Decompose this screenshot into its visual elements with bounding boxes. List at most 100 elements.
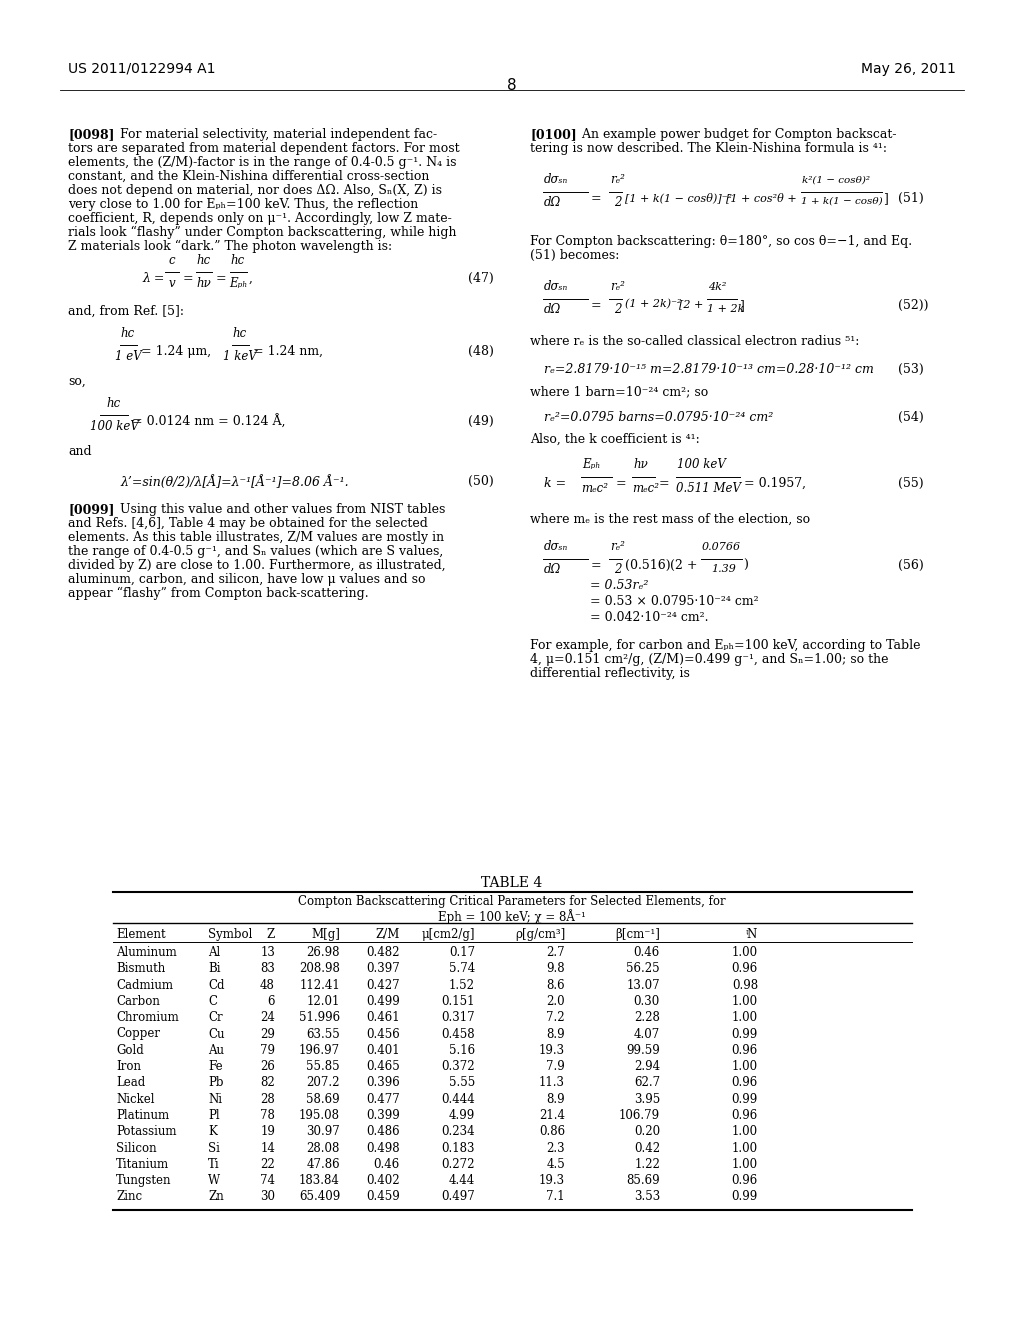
- Text: Symbol: Symbol: [208, 928, 252, 941]
- Text: =: =: [591, 558, 602, 572]
- Text: ]: ]: [739, 300, 743, 312]
- Text: =: =: [216, 272, 226, 285]
- Text: 0.96: 0.96: [732, 1044, 758, 1057]
- Text: 0.30: 0.30: [634, 995, 660, 1008]
- Text: For material selectivity, material independent fac-: For material selectivity, material indep…: [112, 128, 437, 141]
- Text: where rₑ is the so-called classical electron radius ⁵¹:: where rₑ is the so-called classical elec…: [530, 335, 859, 348]
- Text: 0.396: 0.396: [367, 1076, 400, 1089]
- Text: 21.4: 21.4: [539, 1109, 565, 1122]
- Text: Au: Au: [208, 1044, 224, 1057]
- Text: and: and: [68, 445, 91, 458]
- Text: 8.6: 8.6: [547, 978, 565, 991]
- Text: 0.46: 0.46: [374, 1158, 400, 1171]
- Text: =: =: [591, 191, 602, 205]
- Text: 3.95: 3.95: [634, 1093, 660, 1106]
- Text: Cd: Cd: [208, 978, 224, 991]
- Text: 0.486: 0.486: [367, 1125, 400, 1138]
- Text: 0.397: 0.397: [367, 962, 400, 975]
- Text: [0100]: [0100]: [530, 128, 577, 141]
- Text: Element: Element: [116, 928, 166, 941]
- Text: 1.00: 1.00: [732, 995, 758, 1008]
- Text: so,: so,: [68, 375, 86, 388]
- Text: aluminum, carbon, and silicon, have low μ values and so: aluminum, carbon, and silicon, have low …: [68, 573, 426, 586]
- Text: K: K: [208, 1125, 217, 1138]
- Text: Lead: Lead: [116, 1076, 145, 1089]
- Text: 0.458: 0.458: [441, 1027, 475, 1040]
- Text: =: =: [659, 477, 670, 490]
- Text: (56): (56): [898, 558, 924, 572]
- Text: =: =: [591, 300, 602, 312]
- Text: = 1.24 nm,: = 1.24 nm,: [253, 345, 323, 358]
- Text: 196.97: 196.97: [299, 1044, 340, 1057]
- Text: 8.9: 8.9: [547, 1093, 565, 1106]
- Text: Bi: Bi: [208, 962, 220, 975]
- Text: (49): (49): [468, 414, 494, 428]
- Text: hν: hν: [197, 277, 211, 290]
- Text: Aluminum: Aluminum: [116, 946, 177, 960]
- Text: (54): (54): [898, 411, 924, 424]
- Text: =: =: [616, 477, 627, 490]
- Text: 0.98: 0.98: [732, 978, 758, 991]
- Text: 63.55: 63.55: [306, 1027, 340, 1040]
- Text: λ =: λ =: [142, 272, 165, 285]
- Text: 0.0766: 0.0766: [702, 543, 741, 552]
- Text: c: c: [169, 253, 175, 267]
- Text: 1 + k(1 − cosθ): 1 + k(1 − cosθ): [801, 197, 883, 206]
- Text: 7.1: 7.1: [547, 1191, 565, 1204]
- Text: Potassium: Potassium: [116, 1125, 176, 1138]
- Text: 26.98: 26.98: [306, 946, 340, 960]
- Text: hc: hc: [232, 327, 247, 341]
- Text: 56.25: 56.25: [627, 962, 660, 975]
- Text: Eₚₕ: Eₚₕ: [582, 458, 600, 471]
- Text: 1 keV: 1 keV: [223, 350, 257, 363]
- Text: Z/M: Z/M: [376, 928, 400, 941]
- Text: 2.94: 2.94: [634, 1060, 660, 1073]
- Text: 1.00: 1.00: [732, 1060, 758, 1073]
- Text: 9.8: 9.8: [547, 962, 565, 975]
- Text: Si: Si: [208, 1142, 220, 1155]
- Text: Al: Al: [208, 946, 220, 960]
- Text: does not depend on material, nor does ΔΩ. Also, Sₙ(X, Z) is: does not depend on material, nor does ΔΩ…: [68, 183, 442, 197]
- Text: very close to 1.00 for Eₚₕ=100 keV. Thus, the reflection: very close to 1.00 for Eₚₕ=100 keV. Thus…: [68, 198, 418, 211]
- Text: = 0.042·10⁻²⁴ cm².: = 0.042·10⁻²⁴ cm².: [590, 611, 709, 624]
- Text: (48): (48): [468, 345, 494, 358]
- Text: 0.234: 0.234: [441, 1125, 475, 1138]
- Text: = 1.24 μm,: = 1.24 μm,: [141, 345, 211, 358]
- Text: Bismuth: Bismuth: [116, 962, 165, 975]
- Text: k²(1 − cosθ)²: k²(1 − cosθ)²: [802, 176, 870, 185]
- Text: 207.2: 207.2: [306, 1076, 340, 1089]
- Text: 0.427: 0.427: [367, 978, 400, 991]
- Text: 0.272: 0.272: [441, 1158, 475, 1171]
- Text: hν: hν: [633, 458, 648, 471]
- Text: 0.497: 0.497: [441, 1191, 475, 1204]
- Text: Silicon: Silicon: [116, 1142, 157, 1155]
- Text: 1.22: 1.22: [634, 1158, 660, 1171]
- Text: 22: 22: [260, 1158, 275, 1171]
- Text: 99.59: 99.59: [627, 1044, 660, 1057]
- Text: 0.96: 0.96: [732, 1175, 758, 1187]
- Text: = 0.0124 nm = 0.124 Å,: = 0.0124 nm = 0.124 Å,: [132, 414, 286, 429]
- Text: (51) becomes:: (51) becomes:: [530, 249, 620, 261]
- Text: 74: 74: [260, 1175, 275, 1187]
- Text: 1 + 2k: 1 + 2k: [707, 304, 744, 314]
- Text: [1 + cos²θ +: [1 + cos²θ +: [726, 191, 797, 203]
- Text: 4.99: 4.99: [449, 1109, 475, 1122]
- Text: 2.0: 2.0: [547, 995, 565, 1008]
- Text: 1.00: 1.00: [732, 946, 758, 960]
- Text: (53): (53): [898, 363, 924, 376]
- Text: mₑc²: mₑc²: [581, 482, 608, 495]
- Text: 0.477: 0.477: [367, 1093, 400, 1106]
- Text: 62.7: 62.7: [634, 1076, 660, 1089]
- Text: and Refs. [4,6], Table 4 may be obtained for the selected: and Refs. [4,6], Table 4 may be obtained…: [68, 517, 428, 531]
- Text: rials look “flashy” under Compton backscattering, while high: rials look “flashy” under Compton backsc…: [68, 226, 457, 239]
- Text: Iron: Iron: [116, 1060, 141, 1073]
- Text: = 0.53rₑ²: = 0.53rₑ²: [590, 579, 648, 591]
- Text: 0.399: 0.399: [367, 1109, 400, 1122]
- Text: 51.996: 51.996: [299, 1011, 340, 1024]
- Text: 1.52: 1.52: [449, 978, 475, 991]
- Text: 195.08: 195.08: [299, 1109, 340, 1122]
- Text: 0.99: 0.99: [732, 1093, 758, 1106]
- Text: rₑ²: rₑ²: [610, 280, 625, 293]
- Text: 0.17: 0.17: [449, 946, 475, 960]
- Text: 13.07: 13.07: [627, 978, 660, 991]
